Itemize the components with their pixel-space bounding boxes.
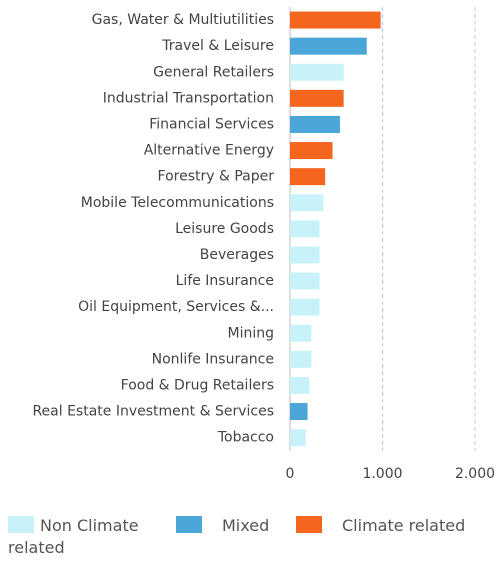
bar	[290, 376, 310, 394]
bar	[290, 89, 344, 107]
legend-swatch	[296, 516, 322, 533]
bar	[290, 63, 344, 81]
bar	[290, 324, 312, 342]
y-tick-label: Financial Services	[149, 116, 274, 132]
legend-label: Climate related	[342, 516, 466, 535]
legend-item: Climate related	[296, 515, 496, 537]
legend-item: Non Climate related	[8, 515, 158, 559]
y-tick-label: Industrial Transportation	[103, 90, 274, 106]
y-tick-label: Tobacco	[217, 430, 274, 446]
y-tick-label: Mining	[228, 325, 275, 341]
legend-label: Mixed	[222, 516, 270, 535]
bar	[290, 142, 333, 160]
y-tick-label: Food & Drug Retailers	[121, 377, 274, 393]
y-tick-label: Nonlife Insurance	[152, 351, 274, 367]
y-tick-label: Leisure Goods	[175, 221, 274, 237]
bar	[290, 37, 367, 55]
x-tick-label: 1.000	[362, 466, 402, 482]
bar	[290, 168, 326, 186]
bar	[290, 429, 306, 447]
bar	[290, 115, 340, 133]
legend-swatch	[8, 516, 34, 533]
y-tick-label: Forestry & Paper	[158, 169, 275, 185]
bar	[290, 272, 320, 290]
y-tick-label: Beverages	[200, 247, 274, 263]
y-tick-label: Life Insurance	[176, 273, 274, 289]
y-tick-label: General Retailers	[153, 64, 274, 80]
y-tick-label: Travel & Leisure	[161, 38, 274, 54]
bar	[290, 350, 312, 368]
x-tick-label: 0	[286, 466, 295, 482]
x-tick-label: 2.000	[455, 466, 495, 482]
legend-item: Mixed	[176, 515, 376, 537]
legend-label: Non Climate related	[8, 516, 139, 557]
y-tick-label: Gas, Water & Multiutilities	[92, 12, 274, 28]
chart: 0 1.000 2.000 Gas, Water & Multiutilities Tr…	[32, 7, 495, 482]
y-tick-label: Oil Equipment, Services &...	[78, 299, 274, 315]
bar	[290, 11, 381, 29]
y-tick-label: Real Estate Investment & Services	[32, 404, 274, 420]
bar	[290, 403, 308, 421]
legend-swatch	[176, 516, 202, 533]
bar	[290, 298, 320, 316]
bar	[290, 246, 320, 264]
bar	[290, 194, 324, 212]
y-tick-label: Mobile Telecommunications	[81, 195, 274, 211]
bar	[290, 220, 320, 238]
y-tick-label: Alternative Energy	[144, 143, 274, 159]
